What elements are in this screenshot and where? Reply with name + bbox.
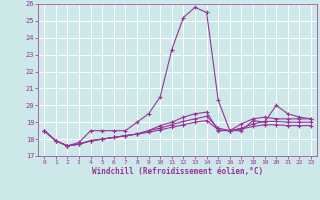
X-axis label: Windchill (Refroidissement éolien,°C): Windchill (Refroidissement éolien,°C) xyxy=(92,167,263,176)
